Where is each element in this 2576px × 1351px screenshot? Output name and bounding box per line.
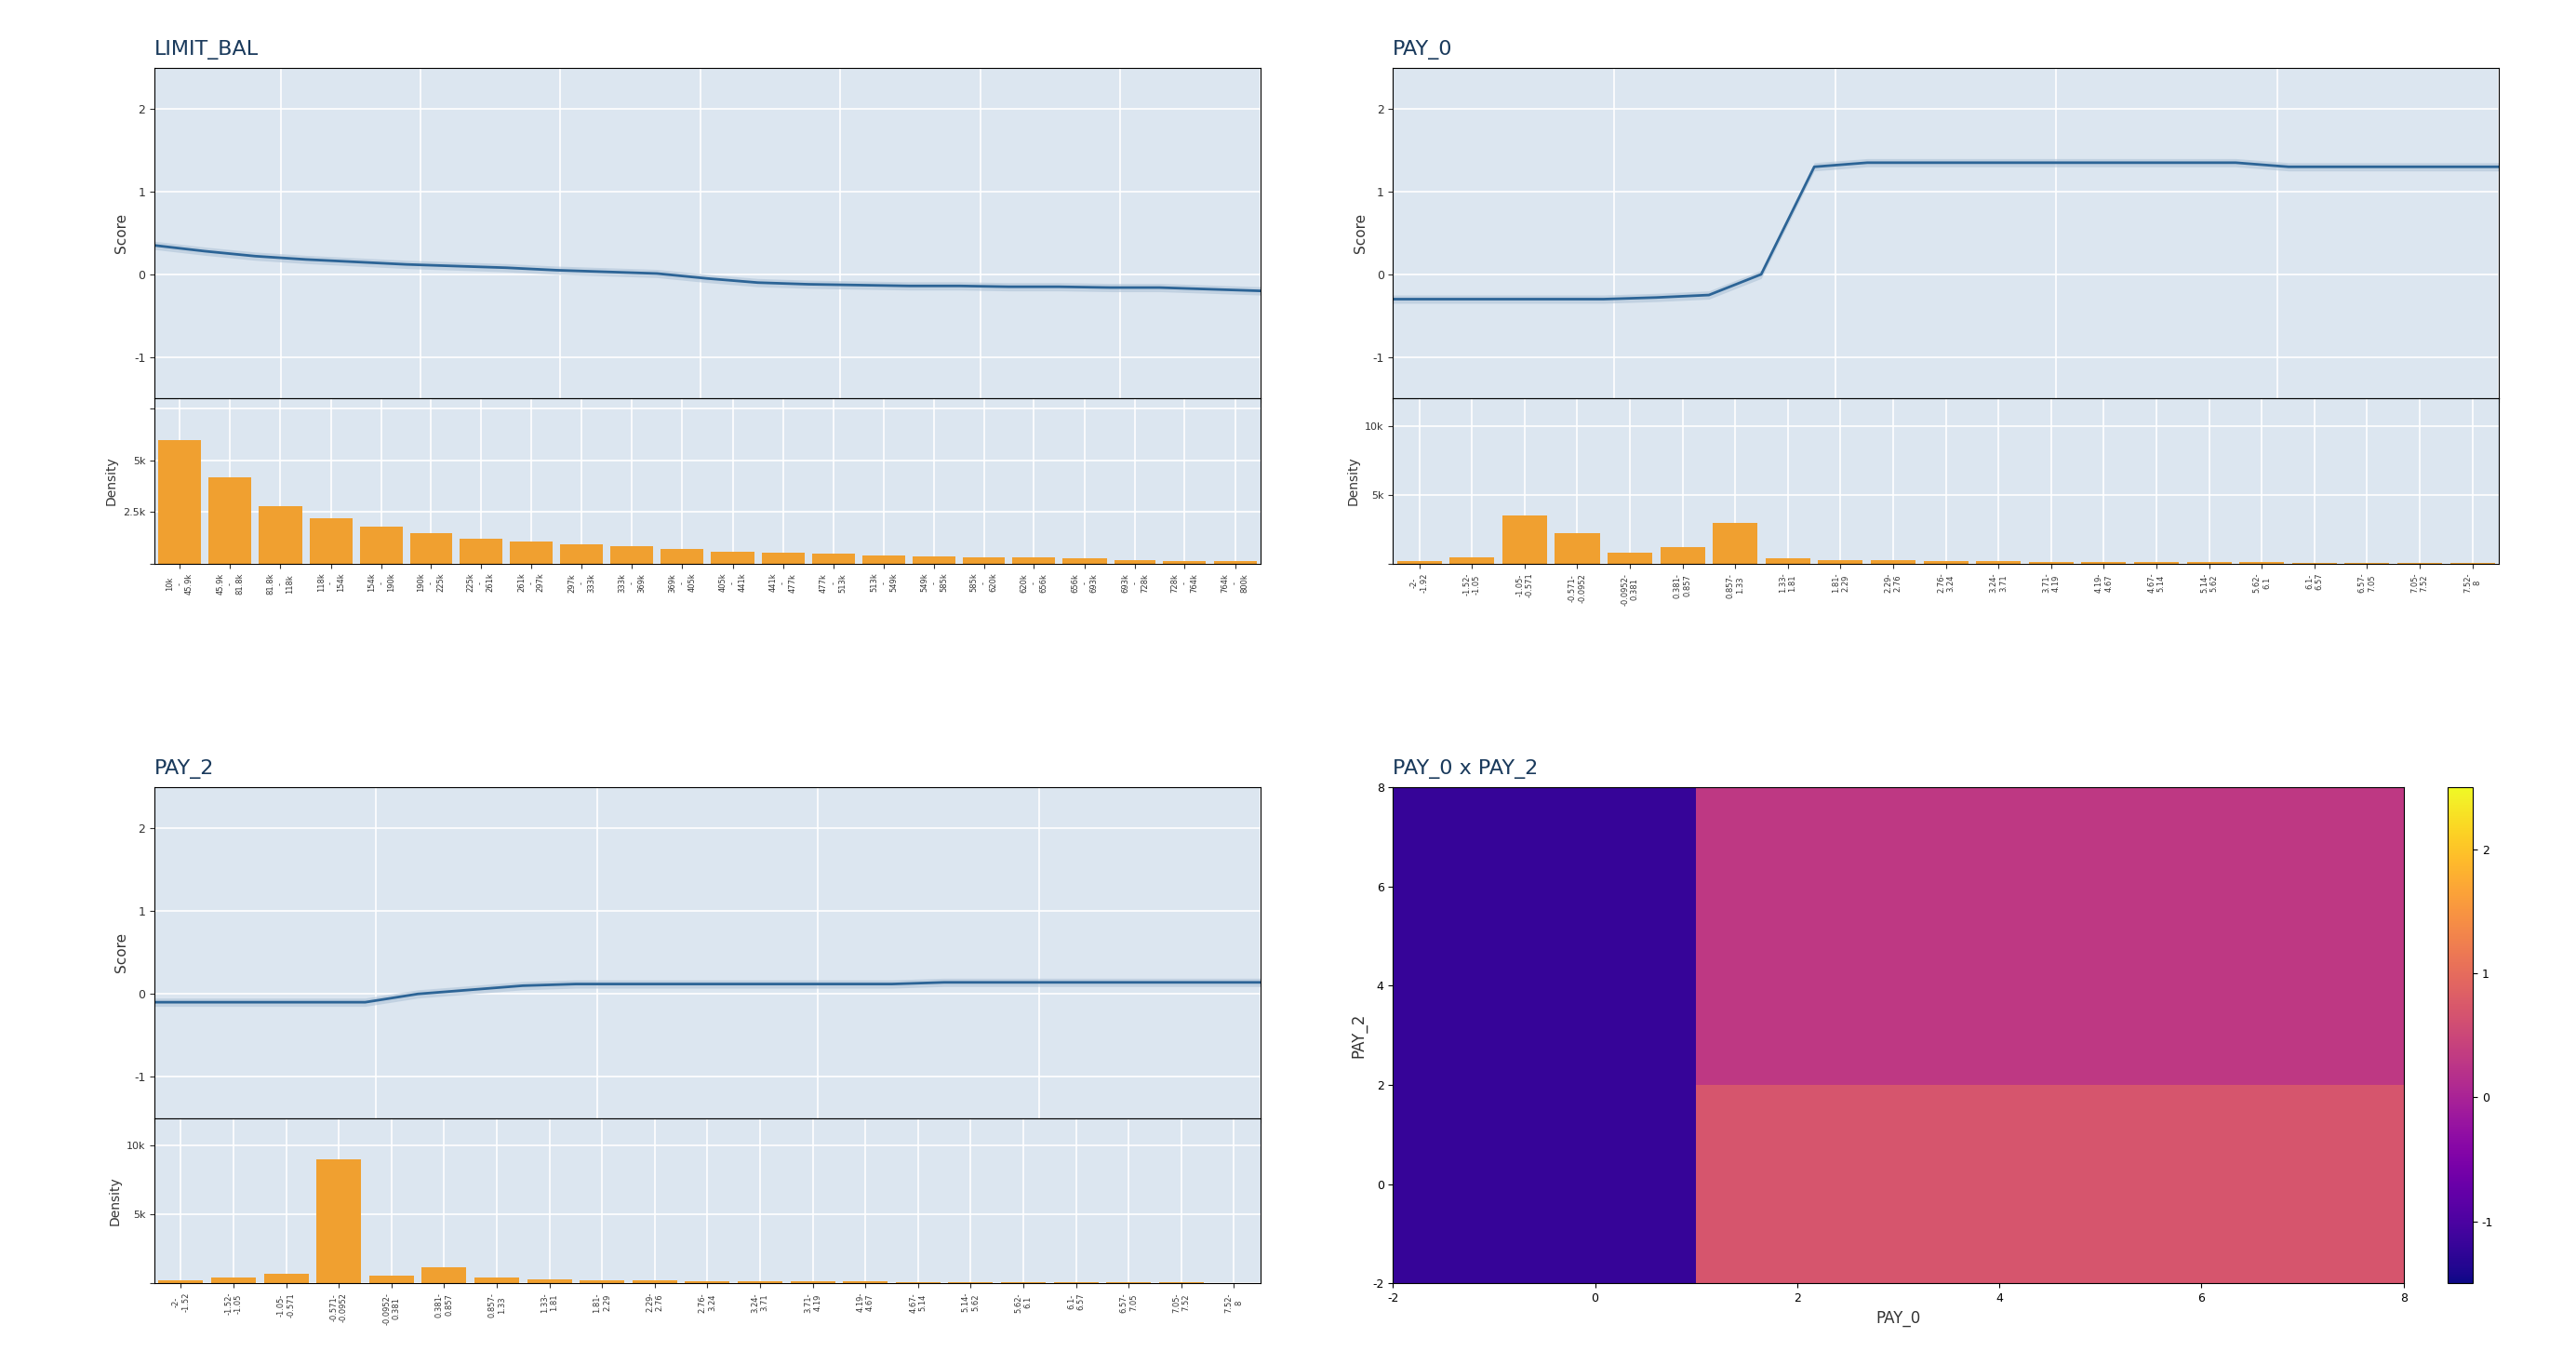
Bar [842, 1282, 889, 1283]
Bar [1556, 534, 1600, 563]
Bar [1012, 558, 1056, 563]
Bar [309, 519, 353, 563]
Bar [1115, 559, 1157, 563]
Bar [1924, 561, 1968, 563]
Bar [1502, 516, 1548, 563]
Bar [559, 544, 603, 563]
Text: LIMIT_BAL: LIMIT_BAL [155, 39, 258, 59]
Bar [685, 1281, 729, 1283]
Bar [863, 555, 904, 563]
Bar [811, 554, 855, 563]
Bar [1064, 559, 1108, 563]
Bar [896, 1282, 940, 1283]
Bar [361, 527, 402, 563]
Y-axis label: Density: Density [1347, 457, 1360, 505]
Bar [317, 1159, 361, 1283]
Bar [762, 553, 804, 563]
Bar [791, 1282, 835, 1283]
Y-axis label: Density: Density [106, 457, 118, 505]
Bar [1819, 559, 1862, 563]
Bar [258, 505, 301, 563]
Text: PAY_0 x PAY_2: PAY_0 x PAY_2 [1394, 759, 1538, 780]
Bar [1659, 547, 1705, 563]
Bar [157, 440, 201, 563]
Bar [1164, 561, 1206, 563]
Bar [2133, 562, 2179, 563]
Bar [2030, 562, 2074, 563]
Bar [737, 1281, 783, 1283]
Bar [1607, 553, 1651, 563]
Bar [2239, 562, 2285, 563]
Bar [611, 546, 654, 563]
Bar [2187, 562, 2231, 563]
Bar [580, 1279, 623, 1283]
Bar [510, 542, 551, 563]
Bar [1976, 562, 2022, 563]
Bar [410, 532, 451, 563]
Bar [459, 539, 502, 563]
Bar [1396, 561, 1443, 563]
Bar [528, 1279, 572, 1283]
Bar [2293, 562, 2336, 563]
Bar [1765, 558, 1811, 563]
Y-axis label: PAY_2: PAY_2 [1350, 1013, 1368, 1058]
Bar [263, 1274, 309, 1283]
Bar [662, 550, 703, 563]
Text: PAY_0: PAY_0 [1394, 39, 1453, 59]
Y-axis label: Score: Score [1352, 213, 1368, 253]
Bar [209, 477, 252, 563]
Y-axis label: Score: Score [116, 213, 129, 253]
Bar [631, 1281, 677, 1283]
Bar [2081, 562, 2125, 563]
Bar [1002, 1282, 1046, 1283]
Bar [160, 1281, 204, 1283]
Bar [211, 1278, 255, 1283]
Y-axis label: Density: Density [108, 1177, 121, 1225]
Y-axis label: Score: Score [116, 932, 129, 973]
Bar [474, 1278, 520, 1283]
Bar [1213, 562, 1257, 563]
Bar [948, 1282, 994, 1283]
Bar [963, 557, 1005, 563]
Bar [1870, 561, 1917, 563]
Bar [368, 1275, 415, 1283]
Bar [422, 1267, 466, 1283]
Bar [711, 551, 755, 563]
Bar [912, 557, 956, 563]
X-axis label: PAY_0: PAY_0 [1875, 1309, 1922, 1327]
Text: PAY_2: PAY_2 [155, 759, 214, 780]
Bar [1713, 523, 1757, 563]
Bar [1450, 557, 1494, 563]
